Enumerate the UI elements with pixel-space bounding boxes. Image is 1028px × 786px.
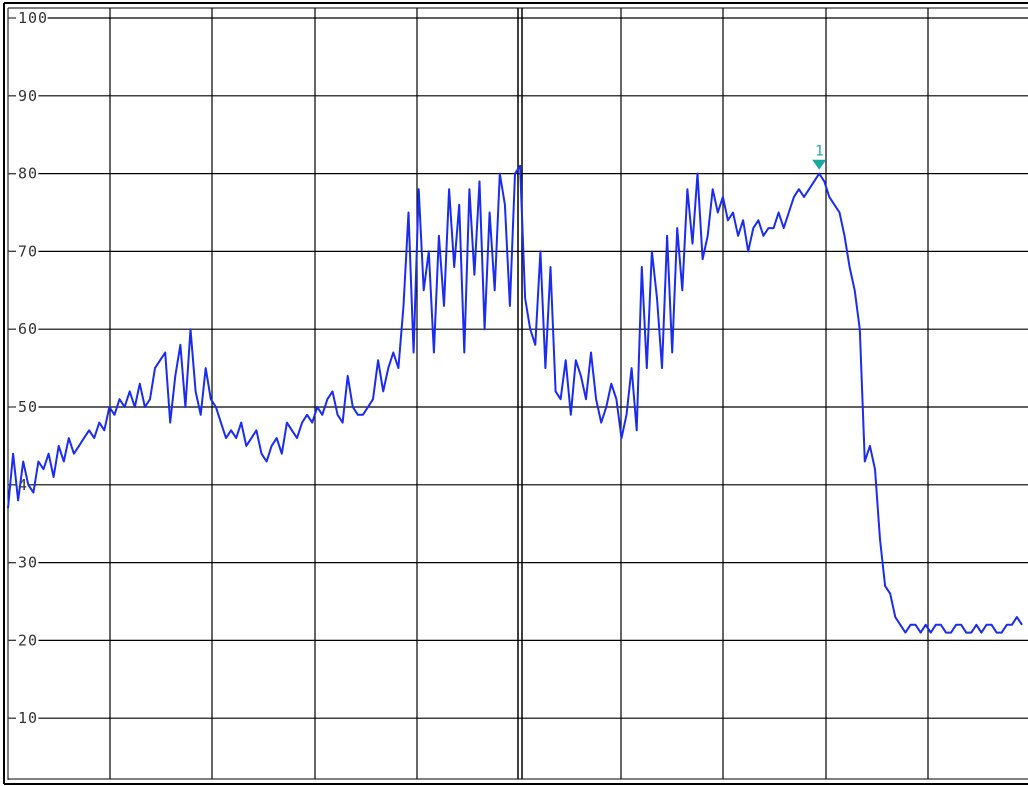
y-tick-label-bg — [16, 165, 39, 182]
y-tick-label-bg — [16, 243, 39, 260]
y-tick-label: 20 — [18, 631, 38, 649]
marker-triangle — [812, 159, 827, 170]
series-layer — [7, 164, 1023, 634]
y-tick-label: 10 — [18, 709, 38, 727]
y-tick-label: 90 — [18, 87, 38, 105]
y-tick-label: 50 — [18, 398, 38, 416]
y-tick-label: 4 — [18, 476, 28, 494]
y-tick-label-bg — [16, 321, 39, 338]
y-tick-label: 100 — [18, 9, 48, 27]
marker-label: 1 — [815, 144, 824, 160]
y-tick-label: 30 — [18, 554, 38, 572]
y-tick-label-bg — [16, 87, 39, 104]
y-tick-label-bg — [16, 710, 39, 727]
y-tick-label-bg — [16, 399, 39, 415]
y-tick-label: 70 — [18, 242, 38, 260]
series-line — [7, 164, 1023, 634]
y-tick-label-bg — [16, 554, 39, 571]
plot-frame — [3, 2, 1028, 785]
marker-layer: 1 — [812, 144, 827, 170]
y-tick-label: 60 — [18, 320, 38, 338]
y-tick-label: 80 — [18, 165, 38, 183]
y-tick-label-bg — [16, 632, 39, 649]
y-tick-label-bg — [16, 10, 48, 26]
y-axis-ticks: 10 20 30 4 50 60 70 80 90 100 — [8, 9, 48, 727]
